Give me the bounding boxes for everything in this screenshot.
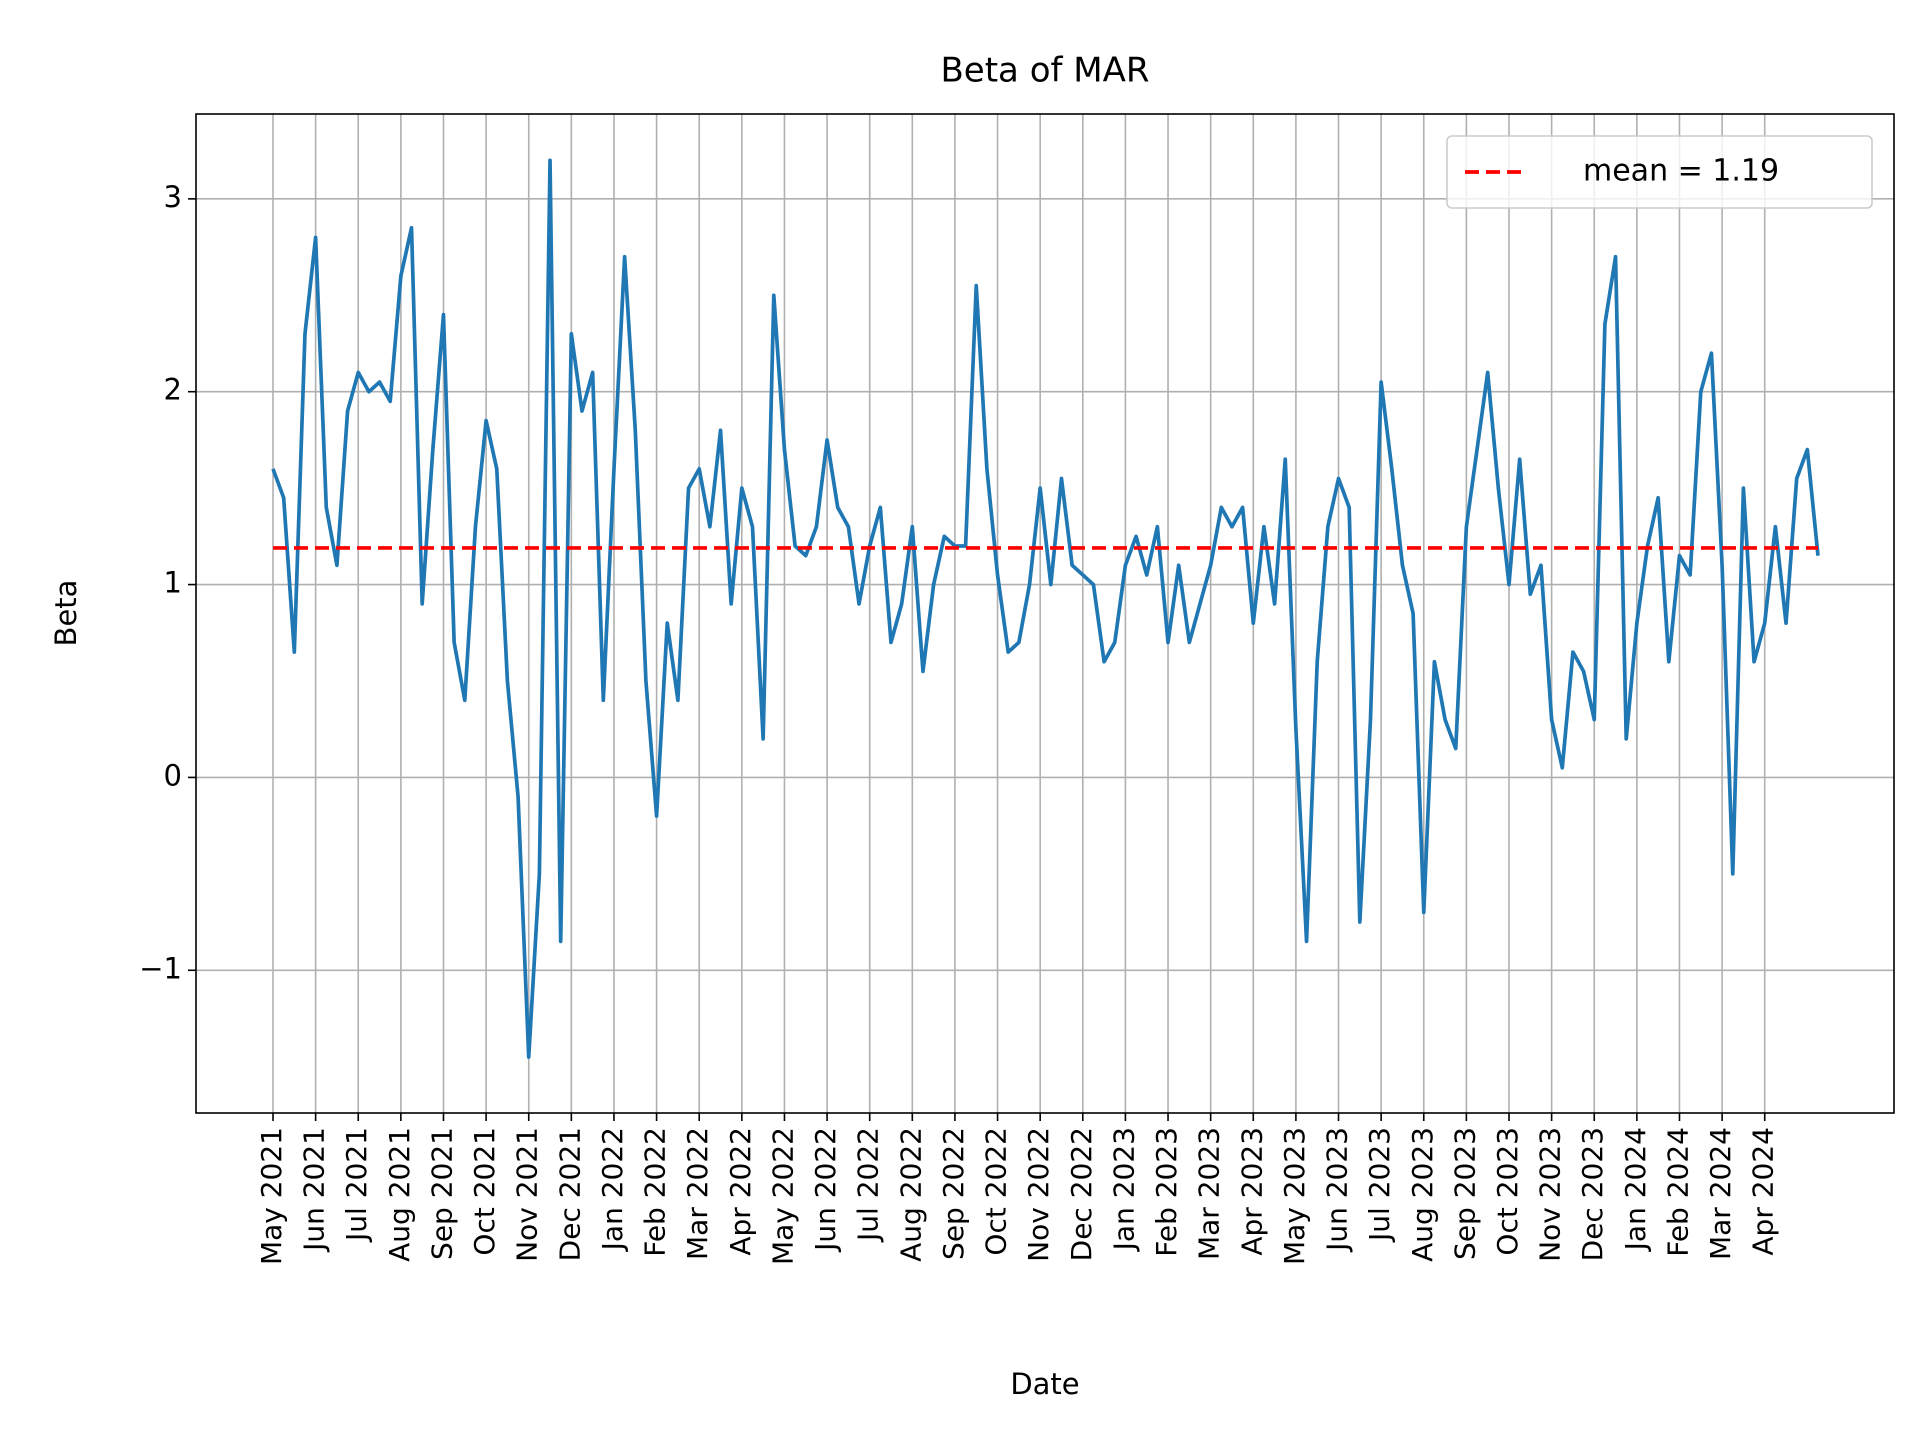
plot-area [271,158,1820,1059]
x-tick-label: Apr 2023 [1235,1127,1268,1256]
x-axis-label: Date [1010,1367,1079,1401]
x-tick-label: Jul 2023 [1363,1127,1396,1243]
y-tick-label: 3 [164,180,182,214]
x-tick-label: Nov 2022 [1022,1127,1055,1262]
x-tick-label: Oct 2021 [468,1127,501,1256]
y-tick-label: 2 [164,373,182,407]
legend-label: mean = 1.19 [1583,154,1779,189]
x-tick-label: May 2023 [1278,1127,1311,1265]
x-tick-label: Oct 2022 [980,1127,1013,1256]
x-tick-label: Jun 2022 [809,1127,842,1253]
y-tick-label: 0 [164,758,182,792]
x-tick-label: Mar 2024 [1704,1127,1737,1260]
x-tick-label: Dec 2022 [1065,1127,1098,1261]
x-tick-label: Mar 2022 [681,1127,714,1260]
legend: mean = 1.19 [1446,135,1873,209]
x-tick-label: Aug 2022 [894,1127,927,1262]
x-tick-label: Apr 2022 [724,1127,757,1256]
legend-box [1446,135,1873,209]
x-tick-label: Sep 2022 [937,1127,970,1260]
x-tick-label: May 2021 [255,1127,288,1265]
x-tick-label: Feb 2022 [639,1127,672,1257]
x-tick-label: Jul 2022 [852,1127,885,1243]
axes-frame [195,113,1895,1114]
x-tick-label: Jan 2023 [1107,1127,1140,1252]
y-tick-label: −1 [139,951,182,985]
x-tick-label: Oct 2023 [1491,1127,1524,1256]
x-tick-label: Jun 2023 [1321,1127,1354,1253]
chart-title: Beta of MAR [940,51,1149,91]
x-tick-label: Nov 2023 [1534,1127,1567,1262]
x-tick-label: Nov 2021 [511,1127,544,1262]
x-tick-label: May 2022 [766,1127,799,1265]
grid: −1 0 1 2 3 May 2021 Jun 2021 Jul 2021 Aug 2021 Se… [139,114,1894,1265]
x-tick-label: Dec 2021 [553,1127,586,1261]
x-tick-label: Sep 2023 [1448,1127,1481,1260]
x-tick-label: Jan 2022 [596,1127,629,1252]
x-tick-label: Aug 2021 [383,1127,416,1262]
x-tick-label: Jun 2021 [298,1127,331,1253]
x-tick-label: Jan 2024 [1619,1127,1652,1252]
x-tick-label: Jul 2021 [340,1127,373,1243]
x-tick-label: Feb 2023 [1150,1127,1183,1257]
x-tick-label: Aug 2023 [1406,1127,1439,1262]
x-tick-label: Feb 2024 [1661,1127,1694,1257]
x-tick-label: Sep 2021 [425,1127,458,1260]
x-tick-label: Dec 2023 [1576,1127,1609,1261]
y-tick-label: 1 [164,566,182,600]
x-tick-label: Mar 2023 [1193,1127,1226,1260]
y-axis-label: Beta [49,580,83,647]
data-line [271,158,1820,1059]
x-tick-label: Apr 2024 [1747,1127,1780,1256]
